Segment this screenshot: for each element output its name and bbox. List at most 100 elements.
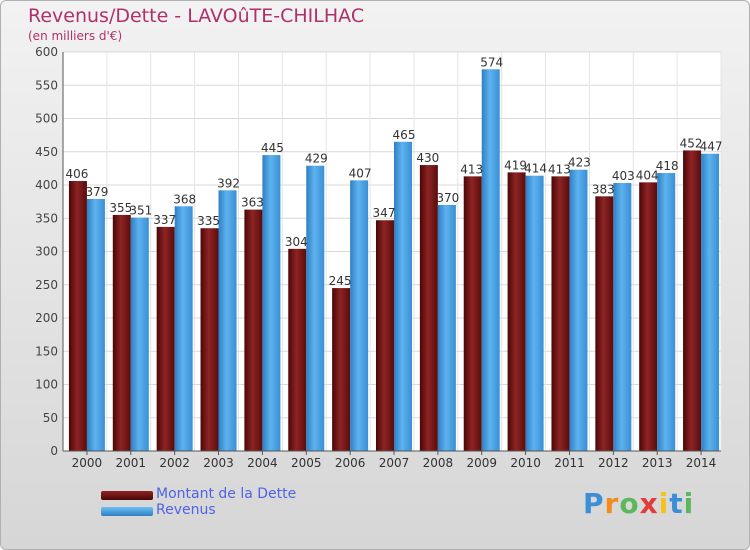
bar-revenus xyxy=(525,175,544,451)
data-label: 351 xyxy=(129,204,152,218)
data-label: 447 xyxy=(700,140,723,154)
proxiti-logo: Proxiti xyxy=(583,487,694,520)
bar-revenus xyxy=(657,173,676,451)
bar-dette xyxy=(332,288,351,451)
bar-dette xyxy=(551,176,570,452)
x-tick-label: 2009 xyxy=(466,456,497,470)
y-tick-label: 250 xyxy=(35,278,58,292)
bar-revenus xyxy=(437,204,456,451)
bar-dette xyxy=(200,228,219,451)
x-tick-label: 2010 xyxy=(510,456,541,470)
bar-revenus xyxy=(613,183,632,451)
logo-letter: r xyxy=(604,487,620,520)
bar-dette xyxy=(376,220,394,451)
axes: 0 50 100 150 200 250 300 350 400 450 500 550 600 2000… xyxy=(35,45,721,470)
y-tick-label: 0 xyxy=(50,444,58,458)
data-label: 337 xyxy=(153,213,176,227)
bar-dette xyxy=(244,209,263,451)
bar-dette xyxy=(683,150,702,452)
x-tick-label: 2011 xyxy=(554,456,585,470)
y-tick-label: 200 xyxy=(35,311,58,325)
bar-revenus xyxy=(394,141,412,451)
y-tick-label: 400 xyxy=(35,178,58,192)
data-label: 423 xyxy=(568,156,591,170)
bar-revenus xyxy=(701,153,720,451)
legend-swatch-dette xyxy=(101,491,153,500)
bar-revenus xyxy=(86,198,105,451)
data-label: 406 xyxy=(65,167,88,181)
y-tick-label: 350 xyxy=(35,211,58,225)
y-tick-label: 550 xyxy=(35,78,58,92)
y-tick-label: 500 xyxy=(35,112,58,126)
data-label: 335 xyxy=(197,214,220,228)
data-label: 392 xyxy=(217,176,240,190)
data-label: 430 xyxy=(416,151,439,165)
data-label: 413 xyxy=(460,162,483,176)
logo-letter: P xyxy=(583,487,605,520)
bar-dette xyxy=(595,196,614,451)
data-label: 245 xyxy=(329,274,352,288)
logo-letter: i xyxy=(658,487,670,520)
bar-revenus xyxy=(262,155,281,451)
data-label: 452 xyxy=(680,136,703,150)
bar-dette xyxy=(112,214,131,451)
chart-title: Revenus/Dette - LAVOûTE-CHILHAC xyxy=(28,5,365,27)
bar-dette xyxy=(68,181,87,451)
x-tick-label: 2002 xyxy=(159,456,190,470)
x-tick-label: 2004 xyxy=(247,456,278,470)
bar-revenus xyxy=(306,165,325,451)
data-label: 363 xyxy=(241,196,264,210)
data-label: 574 xyxy=(480,55,503,69)
y-tick-label: 100 xyxy=(35,378,58,392)
x-tick-label: 2001 xyxy=(116,456,147,470)
x-tick-label: 2005 xyxy=(291,456,322,470)
logo-letter: x xyxy=(639,487,659,520)
data-label: 379 xyxy=(85,185,108,199)
data-label: 414 xyxy=(524,162,547,176)
bar-revenus xyxy=(174,206,193,451)
x-tick-label: 2000 xyxy=(72,456,103,470)
chart-subtitle: (en milliers d'€) xyxy=(28,29,123,43)
bar-dette xyxy=(507,172,526,452)
bar-revenus xyxy=(218,190,237,451)
data-label: 347 xyxy=(373,206,396,220)
data-label: 404 xyxy=(636,168,659,182)
bar-dette xyxy=(288,248,307,451)
data-label: 407 xyxy=(349,166,372,180)
data-label: 465 xyxy=(393,128,416,142)
data-label: 304 xyxy=(285,235,308,249)
data-label: 418 xyxy=(656,159,679,173)
bar-revenus xyxy=(569,169,588,451)
logo-letter: i xyxy=(683,487,695,520)
bar-dette xyxy=(639,182,658,451)
y-tick-label: 450 xyxy=(35,145,58,159)
bar-revenus xyxy=(481,69,500,451)
data-label: 355 xyxy=(109,201,132,215)
data-label: 429 xyxy=(305,152,328,166)
y-tick-label: 300 xyxy=(35,245,58,259)
logo-letter: o xyxy=(619,487,640,520)
x-tick-label: 2003 xyxy=(203,456,234,470)
bar-dette xyxy=(463,176,482,452)
data-label: 383 xyxy=(592,182,615,196)
bars xyxy=(68,69,720,452)
y-tick-label: 50 xyxy=(43,411,58,425)
bar-dette xyxy=(156,226,175,451)
x-tick-label: 2012 xyxy=(598,456,629,470)
legend-label-dette: Montant de la Dette xyxy=(156,486,297,502)
legend-swatch-revenus xyxy=(101,507,153,516)
legend-label-revenus: Revenus xyxy=(156,502,216,518)
logo-letter: t xyxy=(669,487,684,520)
data-label: 419 xyxy=(504,158,527,172)
x-tick-label: 2014 xyxy=(686,456,717,470)
x-tick-label: 2008 xyxy=(423,456,454,470)
data-label: 370 xyxy=(436,191,459,205)
bar-revenus xyxy=(130,217,149,451)
data-label: 413 xyxy=(548,162,571,176)
y-tick-label: 150 xyxy=(35,344,58,358)
y-tick-label: 600 xyxy=(35,45,58,59)
x-tick-label: 2013 xyxy=(642,456,673,470)
